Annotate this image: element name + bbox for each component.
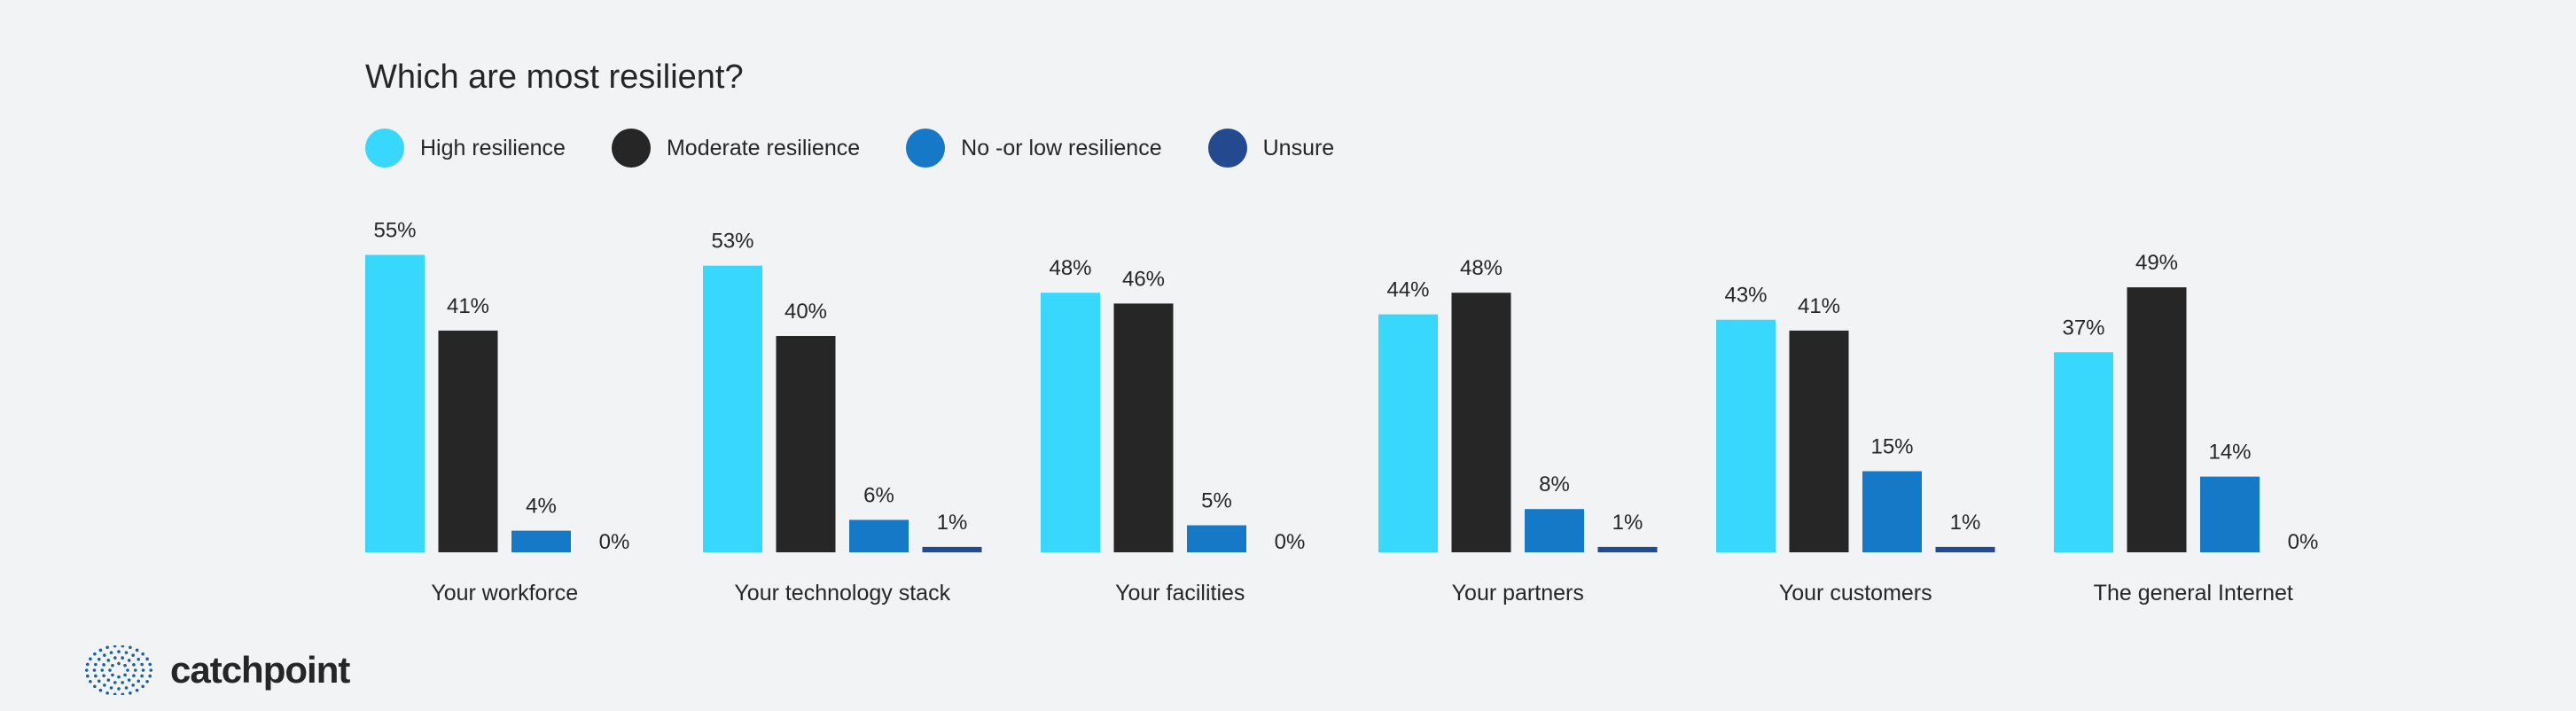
data-label-moderate-your-partners: 48%	[1460, 256, 1503, 280]
legend-item-low: No -or low resilience	[906, 129, 1162, 168]
bar-high-the-general-internet	[2054, 352, 2113, 552]
bar-moderate-your-customers	[1789, 330, 1849, 552]
legend-swatch-low	[906, 129, 946, 168]
data-label-moderate-your-facilities: 46%	[1122, 267, 1165, 291]
legend-item-moderate: Moderate resilience	[611, 129, 861, 168]
chart-legend: High resilience Moderate resilience No -…	[365, 129, 1380, 168]
data-label-unsure-your-technology-stack: 1%	[937, 511, 968, 535]
data-label-low-your-partners: 8%	[1539, 473, 1570, 496]
legend-item-high: High resilience	[365, 129, 566, 168]
bar-moderate-your-partners	[1451, 293, 1511, 552]
category-label-the-general-internet: The general Internet	[2094, 581, 2293, 606]
bar-high-your-partners	[1378, 314, 1438, 552]
data-label-high-your-facilities: 48%	[1049, 256, 1091, 280]
data-label-unsure-your-customers: 1%	[1950, 511, 1981, 535]
bar-low-the-general-internet	[2200, 476, 2260, 552]
chart-title: Which are most resilient?	[365, 59, 744, 96]
legend-swatch-moderate	[611, 129, 651, 168]
bar-high-your-facilities	[1041, 293, 1100, 552]
bar-low-your-facilities	[1187, 525, 1246, 552]
data-label-unsure-your-workforce: 0%	[599, 530, 630, 554]
legend-item-unsure: Unsure	[1207, 129, 1335, 168]
bar-high-your-technology-stack	[703, 265, 762, 552]
bar-moderate-the-general-internet	[2127, 287, 2187, 552]
data-label-low-your-workforce: 4%	[526, 495, 557, 519]
data-label-low-the-general-internet: 14%	[2208, 441, 2251, 465]
bar-unsure-your-technology-stack	[922, 546, 982, 552]
bar-unsure-your-customers	[1935, 546, 1995, 552]
category-label-your-facilities: Your facilities	[1115, 581, 1245, 606]
data-label-high-your-technology-stack: 53%	[711, 230, 753, 254]
data-label-high-your-workforce: 55%	[373, 219, 416, 243]
data-label-moderate-your-technology-stack: 40%	[785, 300, 827, 324]
bar-low-your-customers	[1862, 471, 1922, 552]
legend-label-low: No -or low resilience	[961, 135, 1162, 160]
dotted-globe-icon	[85, 645, 152, 695]
bar-high-your-customers	[1716, 319, 1776, 552]
bar-unsure-your-partners	[1597, 546, 1658, 552]
data-label-low-your-facilities: 5%	[1201, 489, 1232, 513]
bar-moderate-your-technology-stack	[776, 336, 836, 552]
legend-label-moderate: Moderate resilience	[666, 135, 861, 160]
bar-low-your-partners	[1525, 509, 1584, 552]
data-label-high-your-customers: 43%	[1724, 284, 1767, 308]
legend-label-unsure: Unsure	[1262, 135, 1335, 160]
bar-chart: 55% 41% 4% 0% Your workforce 53% 40% 6% 1% Your t…	[365, 219, 2319, 606]
bar-moderate-your-workforce	[438, 330, 498, 552]
brand-logo: catchpoint	[85, 645, 350, 695]
bar-high-your-workforce	[365, 254, 425, 552]
brand-name: catchpoint	[170, 649, 350, 691]
category-label-your-workforce: Your workforce	[431, 581, 578, 606]
data-label-unsure-the-general-internet: 0%	[2288, 530, 2319, 554]
legend-swatch-high	[365, 129, 404, 168]
data-label-high-the-general-internet: 37%	[2062, 316, 2104, 340]
data-label-low-your-customers: 15%	[1870, 435, 1913, 459]
category-label-your-technology-stack: Your technology stack	[734, 581, 950, 606]
legend-label-high: High resilience	[420, 135, 566, 160]
bar-low-your-technology-stack	[849, 520, 909, 552]
data-label-moderate-the-general-internet: 49%	[2135, 251, 2178, 275]
data-label-unsure-your-partners: 1%	[1612, 511, 1643, 535]
data-label-high-your-partners: 44%	[1386, 278, 1429, 302]
bar-moderate-your-facilities	[1113, 303, 1174, 552]
legend-swatch-unsure	[1207, 129, 1247, 168]
bar-low-your-workforce	[511, 530, 571, 552]
data-label-low-your-technology-stack: 6%	[863, 483, 894, 507]
data-label-moderate-your-workforce: 41%	[447, 294, 489, 318]
data-label-moderate-your-customers: 41%	[1798, 294, 1840, 318]
category-label-your-customers: Your customers	[1779, 581, 1932, 606]
category-label-your-partners: Your partners	[1452, 581, 1584, 606]
data-label-unsure-your-facilities: 0%	[1275, 530, 1306, 554]
